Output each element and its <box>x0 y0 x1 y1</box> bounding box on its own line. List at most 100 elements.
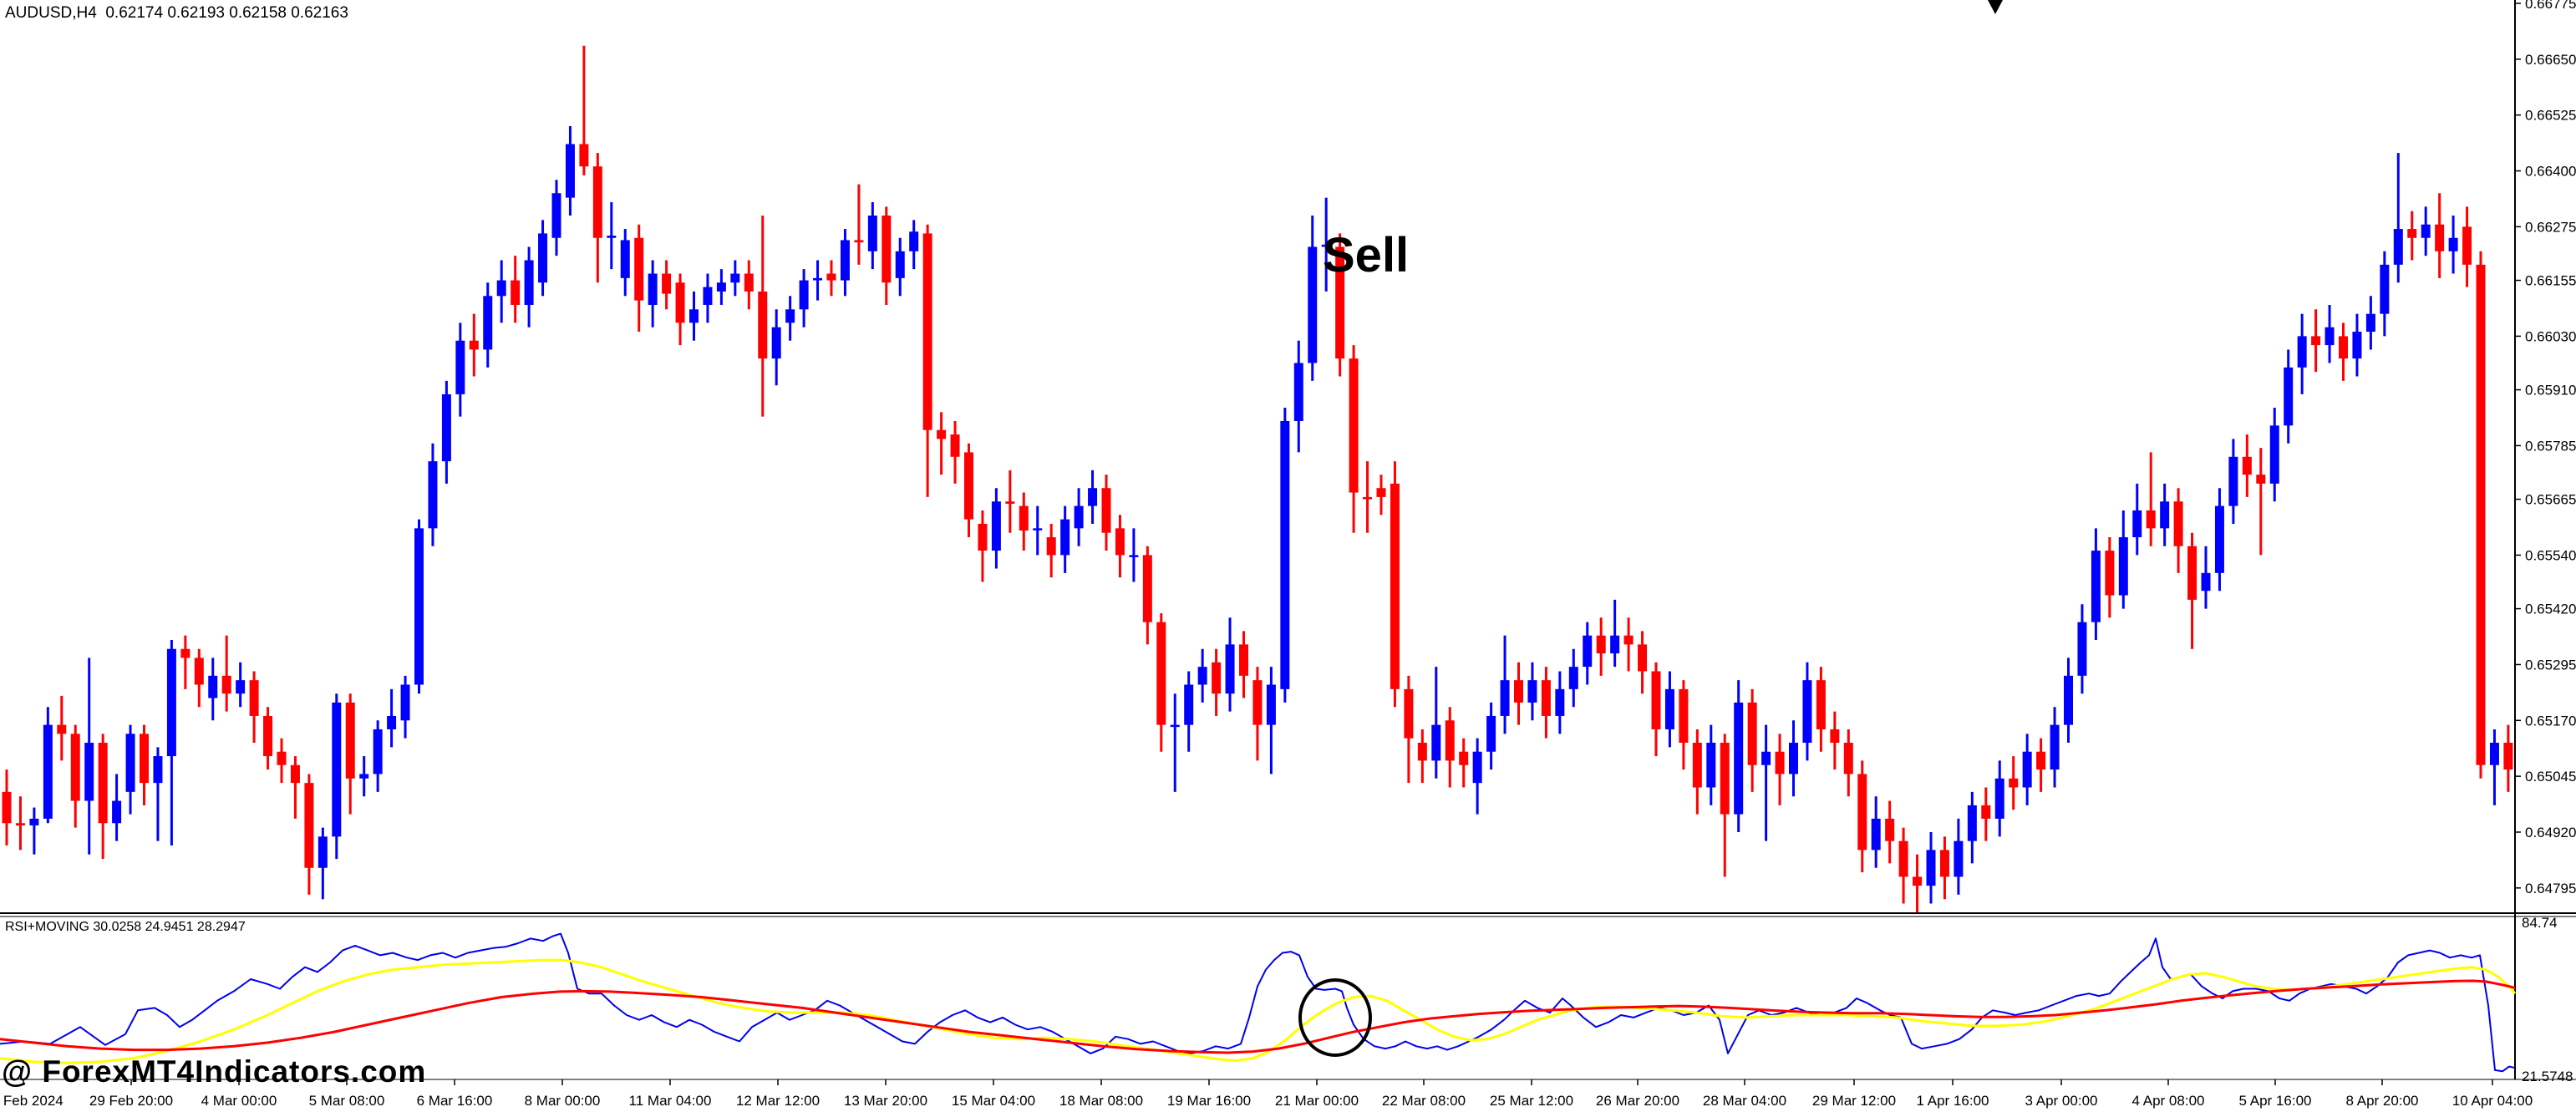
price-tick-label: 0.66525 <box>2525 108 2576 124</box>
price-tick-label: 0.66030 <box>2525 328 2576 344</box>
candle-body <box>1019 505 1029 531</box>
candle-body <box>1775 751 1785 774</box>
candle-body <box>2118 537 2128 596</box>
candle-body <box>1074 505 1084 529</box>
candle-body <box>2146 510 2156 529</box>
crossover-circle-annotation <box>1298 978 1372 1057</box>
candle-body <box>1376 488 1386 497</box>
candle-body <box>194 658 204 685</box>
candle-body <box>840 240 850 281</box>
candle-body <box>1500 680 1510 716</box>
candle-body <box>1390 483 1400 689</box>
date-tick-label: 26 Mar 20:00 <box>1596 1093 1679 1109</box>
candle-body <box>1857 774 1867 851</box>
candle-body <box>1486 715 1496 752</box>
candle-body <box>2269 425 2279 484</box>
candle-body <box>1101 488 1111 533</box>
candle-body <box>2050 724 2060 770</box>
candle-body <box>2214 505 2224 573</box>
candle-body <box>730 273 740 283</box>
candle-body <box>387 715 397 729</box>
candle-body <box>1568 667 1578 689</box>
candle-body <box>290 764 300 784</box>
price-tick-label: 0.64795 <box>2525 881 2576 896</box>
date-tick-label: 28 Feb 2024 <box>0 1093 64 1109</box>
candle-body <box>1115 528 1125 556</box>
candle-body <box>2421 224 2431 238</box>
candle-body <box>511 280 521 305</box>
date-tick-label: 21 Mar 00:00 <box>1275 1093 1359 1109</box>
candle-body <box>703 287 713 305</box>
candle-body <box>43 724 53 819</box>
candle-body <box>1623 635 1633 645</box>
date-tick-label: 28 Mar 04:00 <box>1703 1093 1786 1109</box>
candle-body <box>1349 358 1359 493</box>
date-tick-label: 8 Mar 00:00 <box>525 1093 601 1109</box>
candle-body <box>1321 244 1331 247</box>
candle-body <box>1692 743 1702 788</box>
date-tick-label: 6 Mar 16:00 <box>417 1093 493 1109</box>
candle-body <box>1156 622 1166 725</box>
candle-body <box>2503 743 2513 770</box>
candle-body <box>2201 572 2211 592</box>
candle-body <box>689 309 699 323</box>
candle-body <box>854 240 864 243</box>
candle-body <box>634 237 644 301</box>
candle-body <box>1417 743 1427 761</box>
candle-body <box>1610 635 1620 654</box>
candle-body <box>2365 313 2375 333</box>
candle-body <box>1555 688 1565 716</box>
candle-body <box>2022 751 2032 788</box>
date-tick-label: 18 Mar 08:00 <box>1059 1093 1143 1109</box>
candle-body <box>249 680 259 716</box>
candle-body <box>318 836 328 868</box>
candle-body <box>758 291 768 359</box>
candle-body <box>1651 671 1661 729</box>
candle-body <box>620 240 630 278</box>
date-tick-label: 13 Mar 20:00 <box>844 1093 927 1109</box>
date-axis-labels: 28 Feb 2024 29 Feb 20:00 4 Mar 00:00 5 Mar … <box>0 1079 2533 1109</box>
candle-body <box>483 296 493 350</box>
price-tick-label: 0.66155 <box>2525 273 2576 289</box>
candle-body <box>1816 680 1826 729</box>
candle-body <box>895 251 905 278</box>
candle-body <box>2160 501 2170 529</box>
candle-body <box>400 684 410 721</box>
price-tick-label: 0.66775 <box>2525 0 2576 12</box>
price-tick-label: 0.65170 <box>2525 713 2576 729</box>
candle-body <box>2311 336 2321 346</box>
chart-annotations <box>1298 0 2003 1057</box>
candle-body <box>1266 684 1276 725</box>
candle-body <box>2489 743 2499 765</box>
candle-body <box>1308 246 1318 363</box>
candle-body <box>332 702 342 837</box>
candle-body <box>950 434 960 457</box>
indicator-line-ma_yellow <box>0 958 2517 1064</box>
candle-body <box>579 144 589 167</box>
candle-body <box>1843 743 1853 774</box>
candle-body <box>1142 555 1152 622</box>
candle-body <box>1541 680 1551 716</box>
candle-body <box>524 260 534 305</box>
sell-annotation-label[interactable]: Sell <box>1323 228 1410 282</box>
candle-body <box>221 675 231 694</box>
candle-body <box>57 724 67 734</box>
candle-body <box>675 282 685 323</box>
candle-body <box>2297 336 2307 368</box>
price-tick-label: 0.65045 <box>2525 769 2576 784</box>
candle-body <box>1885 818 1895 841</box>
candle-body <box>1404 688 1414 739</box>
candle-body <box>140 734 149 784</box>
candle-body <box>1046 537 1056 556</box>
candle-body <box>1060 519 1070 556</box>
candle-body <box>125 734 135 792</box>
candle-body <box>455 340 465 394</box>
date-tick-label: 5 Apr 16:00 <box>2239 1093 2312 1109</box>
rsi-indicator-lines: 84.74 21.5748 <box>0 915 2573 1084</box>
candle-body <box>2077 622 2087 676</box>
candle-body <box>166 648 176 757</box>
candle-body <box>2173 501 2183 546</box>
price-tick-label: 0.66650 <box>2525 52 2576 68</box>
indicator-label: RSI+MOVING 30.0258 24.9451 28.2947 <box>5 920 246 934</box>
